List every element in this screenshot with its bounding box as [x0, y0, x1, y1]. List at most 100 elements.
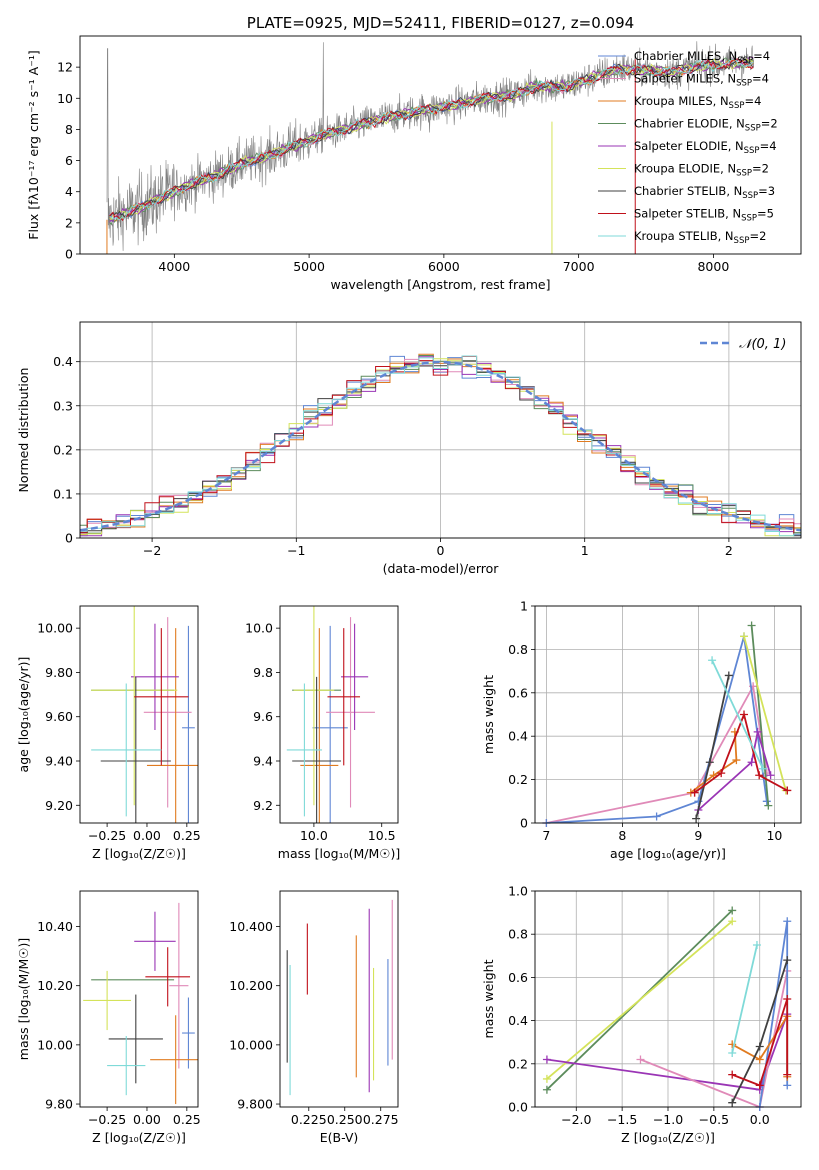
weight-marker [783, 1081, 792, 1090]
legend-label: Salpeter MILES, NSSP=4 [634, 72, 769, 89]
x-axis-label: wavelength [Angstrom, rest frame] [330, 277, 550, 292]
y-tick-label: 9.80 [45, 1097, 73, 1112]
x-tick-label: 0.250 [327, 1112, 363, 1127]
x-tick-label: −1 [287, 543, 305, 558]
weight-line [750, 625, 770, 806]
x-tick-label: 0.225 [291, 1112, 327, 1127]
weight-marker [705, 758, 714, 767]
legend-label: Kroupa STELIB, NSSP=2 [634, 229, 766, 246]
histogram-step [80, 355, 801, 537]
weight-marker [755, 1081, 764, 1090]
y-tick-label: 10.400 [229, 919, 273, 934]
weight-marker [783, 1070, 792, 1079]
y-tick-label: 0 [65, 247, 73, 262]
y-tick-label: 12 [57, 60, 73, 75]
weight-marker [753, 727, 762, 736]
weight-marker [764, 801, 773, 810]
y-tick-label: 0.2 [508, 1056, 528, 1071]
x-tick-label: −0.5 [699, 1112, 729, 1127]
panel-age_vs_Z: −0.25 0.00 0.25 9.20 9.40 9.60 9.80 10.00 Z [log… [16, 605, 201, 861]
y-tick-label: 0.8 [508, 642, 528, 657]
y-tick-label: 1.0 [508, 884, 528, 899]
weight-marker [708, 656, 717, 665]
axes-frame [79, 605, 199, 824]
x-tick-label: 6000 [428, 259, 460, 274]
x-tick-label: 0.25 [173, 828, 201, 843]
y-tick-label: 0.2 [53, 442, 73, 457]
panel-mass_vs_Z: −0.25 0.00 0.25 9.80 10.00 10.20 10.40 Z [log₁₀… [16, 890, 201, 1145]
y-tick-label: 10.20 [37, 978, 73, 993]
x-axis-label: (data-model)/error [383, 561, 500, 576]
weight-line [546, 1013, 789, 1091]
weight-marker [755, 1042, 764, 1051]
x-tick-label: −1.0 [653, 1112, 683, 1127]
panel-mass_vs_EBV: 0.225 0.250 0.275 9.800 10.000 10.200 10.400 E(… [229, 890, 399, 1145]
data-spectrum-line [106, 41, 755, 251]
x-tick-label: 4000 [158, 259, 190, 274]
weight-line [546, 683, 768, 823]
legend-label: Salpeter ELODIE, NSSP=4 [634, 139, 777, 156]
x-axis-label: age [log₁₀(age/yr)] [610, 846, 726, 861]
weight-marker [783, 786, 792, 795]
x-axis-label: Z [log₁₀(Z/Z☉)] [92, 846, 186, 861]
x-tick-label: 1 [581, 543, 589, 558]
y-tick-label: 9.80 [45, 665, 73, 680]
weight-line [690, 731, 738, 794]
x-tick-label: −0.25 [88, 1112, 126, 1127]
weight-marker [542, 1085, 551, 1094]
x-axis-label: Z [log₁₀(Z/Z☉)] [92, 1130, 186, 1145]
weight-marker [755, 771, 764, 780]
y-tick-label: 9.800 [237, 1097, 273, 1112]
y-tick-label: 1 [520, 599, 528, 614]
weight-line [743, 636, 787, 791]
x-tick-label: 10.0 [300, 828, 328, 843]
panel-age_vs_mass: 10.0 10.5 9.2 9.4 9.6 9.8 10.0 mass [log₁₀(M/M☉… [245, 605, 400, 861]
model-line [109, 57, 754, 220]
y-tick-label: 9.6 [253, 709, 273, 724]
weight-marker [740, 710, 748, 719]
weight-line [697, 731, 772, 811]
y-tick-label: 0.4 [508, 1013, 528, 1028]
x-tick-label: 2 [725, 543, 733, 558]
x-axis-label: mass [log₁₀(M/M☉)] [278, 846, 400, 861]
y-axis-label: mass weight [481, 959, 496, 1038]
y-tick-label: 10.0 [245, 621, 273, 636]
weight-marker [724, 671, 733, 680]
weight-marker [692, 814, 701, 823]
y-tick-label: 0.6 [508, 685, 528, 700]
x-tick-label: −2 [143, 543, 161, 558]
x-tick-label: 0.25 [173, 1112, 201, 1127]
y-tick-label: 9.60 [45, 709, 73, 724]
weight-line [546, 920, 733, 1080]
x-tick-label: 0.00 [133, 1112, 161, 1127]
x-tick-label: 9 [694, 828, 702, 843]
weight-marker [783, 995, 792, 1003]
y-tick-label: 0.2 [508, 772, 528, 787]
x-tick-label: 0.275 [363, 1112, 399, 1127]
model-line [109, 58, 754, 221]
legend-label: Chabrier ELODIE, NSSP=2 [634, 117, 778, 134]
x-axis-label: Z [log₁₀(Z/Z☉)] [621, 1130, 715, 1145]
y-tick-label: 0.8 [508, 927, 528, 942]
y-tick-label: 9.8 [253, 665, 273, 680]
x-tick-label: 10.5 [368, 828, 396, 843]
y-tick-label: 0.6 [508, 970, 528, 985]
panel-residuals: −2 −1 0 1 2 0 0.1 0.2 0.3 0.4 (data-model)/error No… [16, 321, 802, 576]
axes-frame [534, 890, 802, 1108]
legend-label: 𝒩(0, 1) [739, 337, 786, 352]
axes-frame [79, 35, 802, 255]
weight-marker [542, 1055, 551, 1064]
x-tick-label: 10 [766, 828, 782, 843]
y-tick-label: 0 [65, 531, 73, 546]
y-tick-label: 10 [57, 91, 73, 106]
x-axis-label: E(B-V) [320, 1130, 359, 1145]
weight-marker [728, 1070, 737, 1079]
x-tick-label: −2.0 [561, 1112, 591, 1127]
axes-frame [79, 890, 199, 1108]
histogram-step [80, 355, 801, 534]
y-tick-label: 2 [65, 215, 73, 230]
weight-marker [783, 917, 792, 926]
weight-marker [759, 764, 767, 773]
y-tick-label: 0 [520, 816, 528, 831]
